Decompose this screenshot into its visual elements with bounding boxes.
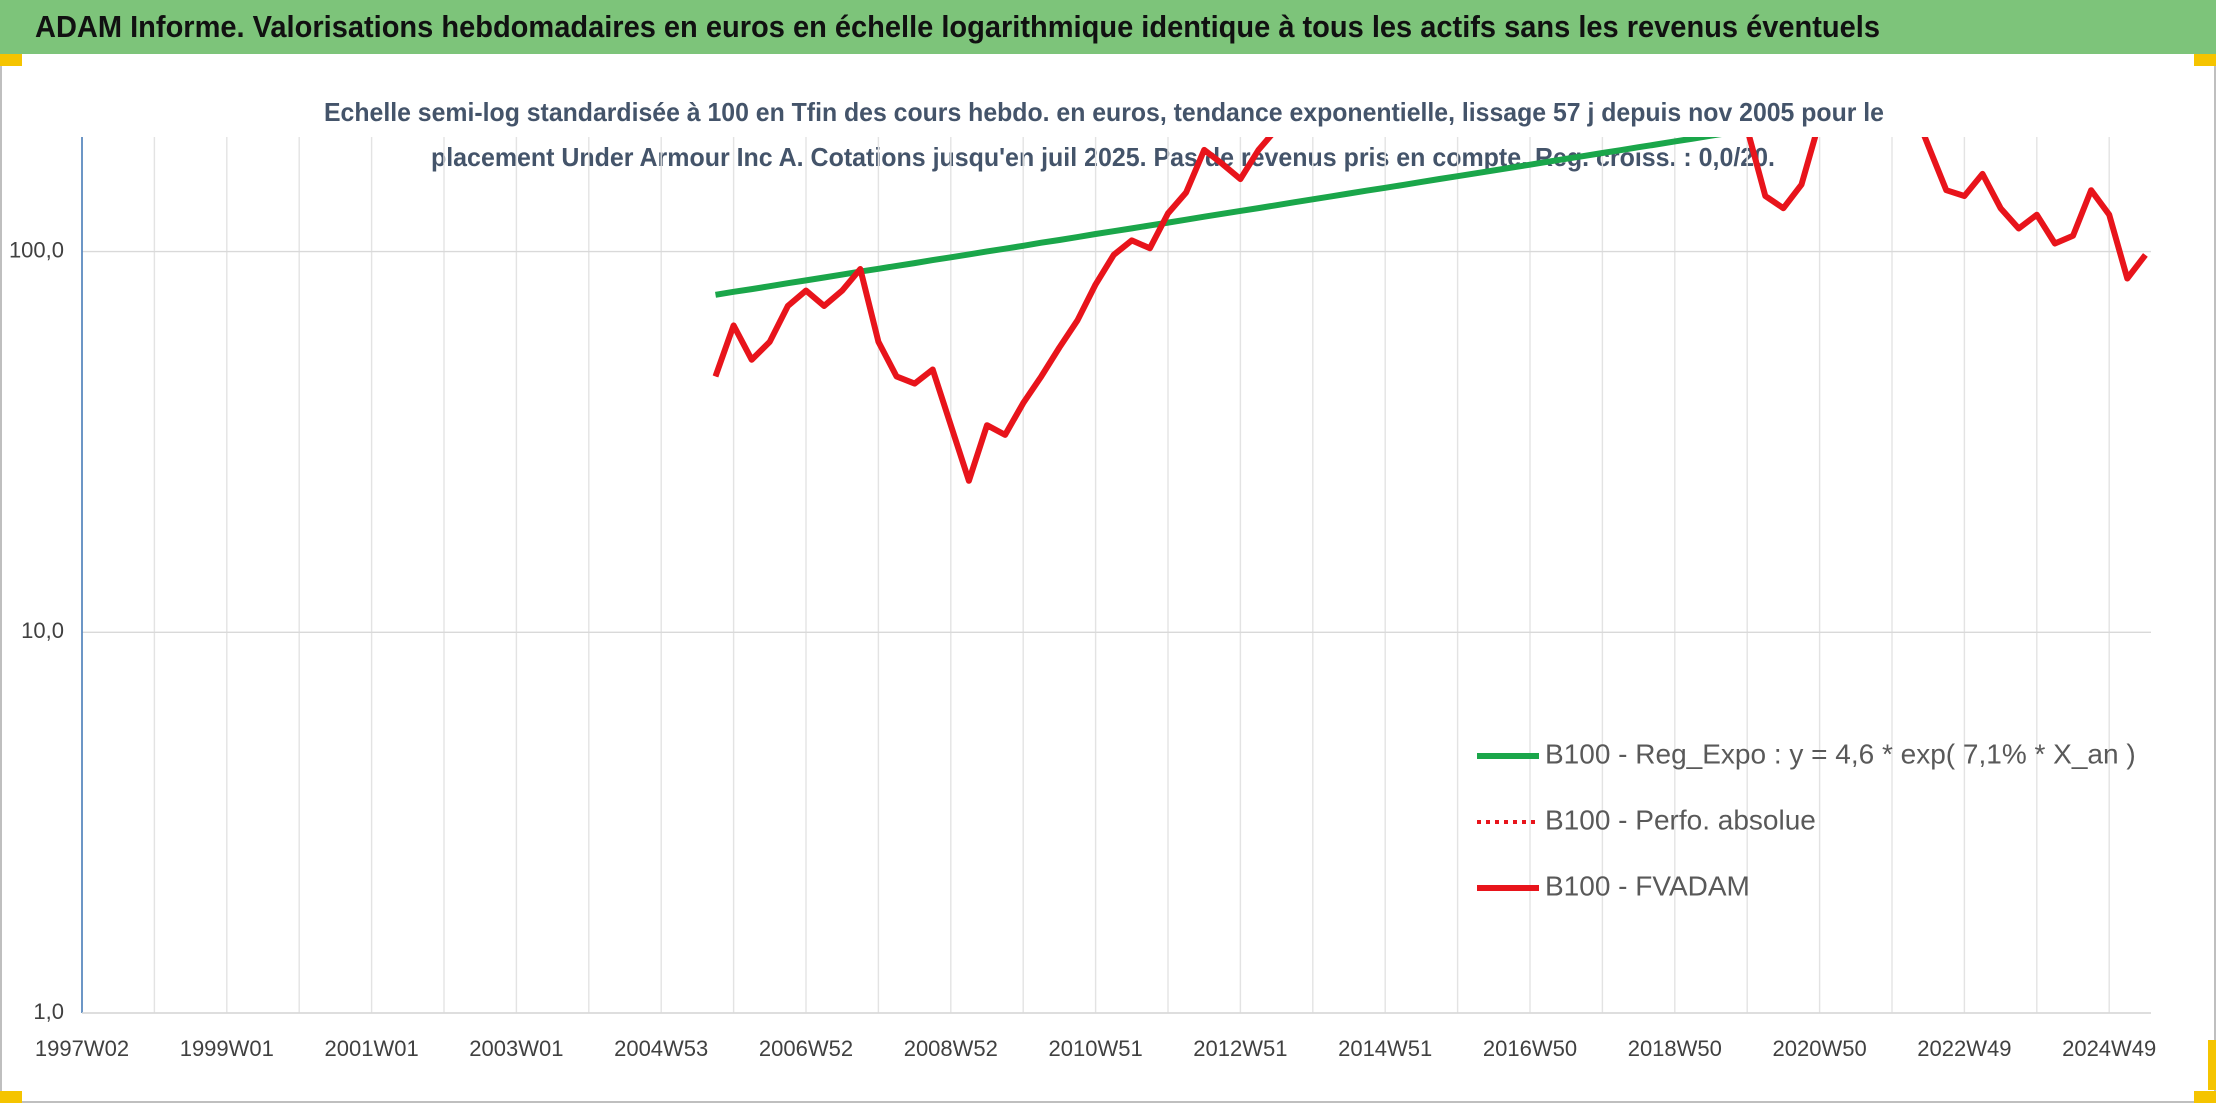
grid: 1,0 10,0 100,0 1997W02 1999W01 2001W01 2003W01…	[9, 137, 2156, 1061]
x-tick-label: 1997W02	[35, 1036, 129, 1061]
series-line	[712, 137, 2148, 484]
corner	[2194, 54, 2216, 66]
corner	[0, 1091, 22, 1103]
x-tick-label: 2006W52	[759, 1036, 853, 1061]
chart-title: ADAM Informe. Valorisations hebdomadaire…	[35, 9, 1880, 44]
x-tick-label: 2024W49	[2062, 1036, 2156, 1061]
x-tick-label: 2003W01	[469, 1036, 563, 1061]
y-tick-label: 10,0	[21, 618, 64, 643]
legend: B100 - Reg_Expo : y = 4,6 * exp( 7,1% * …	[1477, 738, 2136, 901]
x-tick-label: 2010W51	[1049, 1036, 1143, 1061]
y-tick-label: 1,0	[33, 999, 64, 1024]
legend-label: B100 - Perfo. absolue	[1545, 804, 1816, 835]
corner	[2208, 1040, 2216, 1090]
corner	[0, 54, 22, 66]
plot	[712, 137, 2148, 484]
subtitle: placement Under Armour Inc A. Cotations …	[431, 142, 1775, 172]
x-tick-label: 2018W50	[1628, 1036, 1722, 1061]
x-tick-label: 1999W01	[180, 1036, 274, 1061]
series-line	[715, 137, 1722, 298]
title-bar	[0, 0, 2216, 54]
legend-label: B100 - FVADAM	[1545, 870, 1750, 901]
x-tick-label: 2001W01	[325, 1036, 419, 1061]
x-tick-label: 2020W50	[1773, 1036, 1867, 1061]
x-tick-label: 2008W52	[904, 1036, 998, 1061]
x-tick-label: 2014W51	[1338, 1036, 1432, 1061]
y-tick-label: 100,0	[9, 237, 64, 262]
legend-label: B100 - Reg_Expo : y = 4,6 * exp( 7,1% * …	[1545, 738, 2136, 769]
corner	[2194, 1091, 2216, 1103]
x-tick-label: 2016W50	[1483, 1036, 1577, 1061]
x-tick-label: 2004W53	[614, 1036, 708, 1061]
subtitle: Echelle semi-log standardisée à 100 en T…	[324, 97, 1884, 127]
x-tick-label: 2022W49	[1917, 1036, 2011, 1061]
x-tick-label: 2012W51	[1193, 1036, 1287, 1061]
